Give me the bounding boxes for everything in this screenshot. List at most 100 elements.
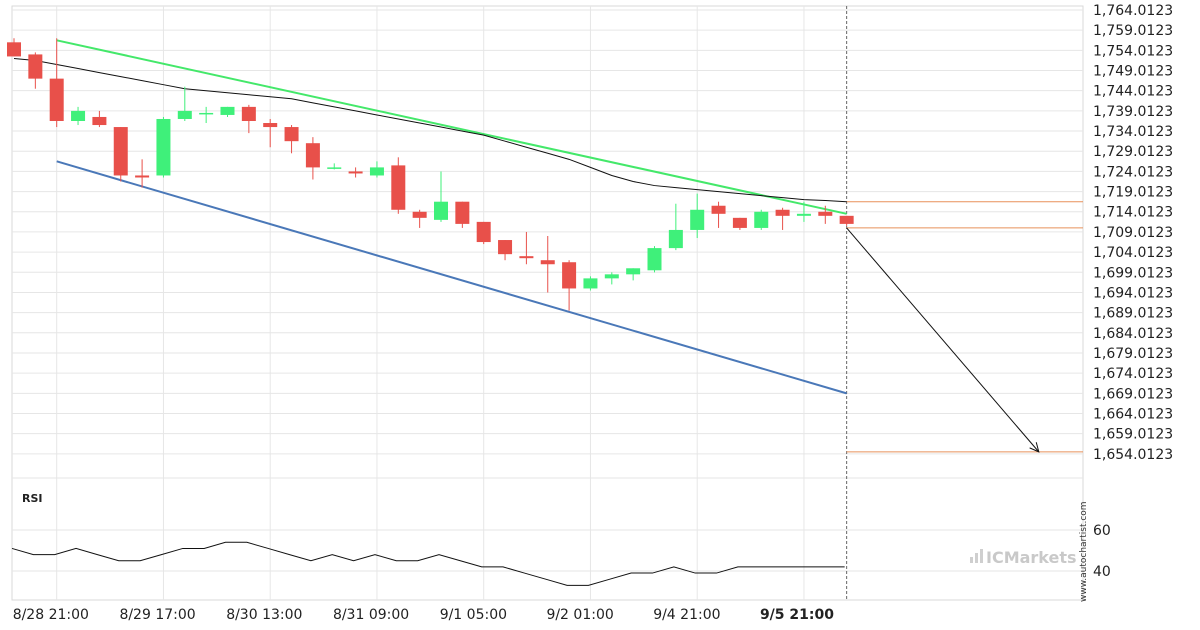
candle xyxy=(604,272,619,285)
candle-body xyxy=(690,209,705,230)
candle-body xyxy=(28,54,43,79)
candle-body xyxy=(498,240,513,255)
candle xyxy=(348,167,363,178)
candle-body xyxy=(92,116,107,126)
price-tick-label: 1,729.0123 xyxy=(1093,144,1173,160)
candle xyxy=(327,163,342,170)
rsi-tick-label: 40 xyxy=(1093,564,1111,580)
time-tick-label: 8/30 13:00 xyxy=(226,607,302,623)
candle xyxy=(220,106,235,117)
price-tick-label: 1,724.0123 xyxy=(1093,164,1173,180)
price-tick-label: 1,744.0123 xyxy=(1093,84,1173,100)
price-tick-label: 1,689.0123 xyxy=(1093,306,1173,322)
price-tick-label: 1,739.0123 xyxy=(1093,104,1173,120)
candle-body xyxy=(220,106,235,115)
price-tick-label: 1,679.0123 xyxy=(1093,346,1173,362)
candle xyxy=(113,127,128,182)
candle xyxy=(583,276,598,291)
candle xyxy=(434,171,448,222)
candle-body xyxy=(434,201,448,220)
candle-body xyxy=(796,213,811,216)
price-tick-label: 1,694.0123 xyxy=(1093,285,1173,301)
candle xyxy=(796,201,811,222)
time-tick-label: 9/1 05:00 xyxy=(440,607,507,623)
candle-body xyxy=(348,171,363,174)
price-tick-label: 1,709.0123 xyxy=(1093,225,1173,241)
candle-body xyxy=(113,127,128,176)
candle-body xyxy=(284,127,299,142)
candle-body xyxy=(135,175,150,178)
price-tick-label: 1,759.0123 xyxy=(1093,23,1173,39)
candle xyxy=(92,110,107,128)
rsi-panel: RSI xyxy=(11,492,845,586)
candle-body xyxy=(177,110,192,119)
candle xyxy=(839,215,854,226)
candle xyxy=(71,106,86,126)
candle-body xyxy=(519,256,534,259)
candle xyxy=(690,193,705,239)
candle xyxy=(7,38,21,57)
candle xyxy=(177,86,192,121)
time-tick-label: 8/28 21:00 xyxy=(13,607,89,623)
watermark: www.autochartist.com xyxy=(1079,501,1089,602)
price-tick-label: 1,714.0123 xyxy=(1093,205,1173,221)
candle xyxy=(199,106,214,124)
moving-average-line xyxy=(13,57,847,203)
price-tick-label: 1,749.0123 xyxy=(1093,64,1173,80)
candle xyxy=(412,209,427,228)
forecast-arrow-line xyxy=(846,227,1040,453)
candle-body xyxy=(711,205,726,214)
candle xyxy=(305,137,320,180)
candle-body xyxy=(327,167,342,169)
candle xyxy=(498,240,513,261)
candle-body xyxy=(540,260,555,265)
candle xyxy=(369,161,384,178)
candle-body xyxy=(71,110,86,121)
price-tick-label: 1,734.0123 xyxy=(1093,124,1173,140)
time-axis: 8/28 21:00 8/29 17:00 8/30 13:00 8/31 09:00… xyxy=(13,607,835,623)
rsi-label: RSI xyxy=(22,492,43,505)
support-line xyxy=(56,160,847,395)
time-tick-label: 9/5 21:00 xyxy=(760,607,834,623)
grid xyxy=(11,5,1084,601)
trend-lines xyxy=(56,39,847,395)
candle-body xyxy=(49,78,64,121)
candle xyxy=(775,207,790,230)
candle-body xyxy=(839,215,854,224)
price-tick-label: 1,654.0123 xyxy=(1093,447,1173,463)
candle xyxy=(49,38,64,128)
price-tick-label: 1,669.0123 xyxy=(1093,386,1173,402)
candle xyxy=(818,205,833,224)
candle xyxy=(455,201,470,228)
candle xyxy=(732,217,747,230)
candle-body xyxy=(626,268,641,275)
candle-body xyxy=(412,211,427,218)
price-tick-label: 1,674.0123 xyxy=(1093,366,1173,382)
candle xyxy=(540,236,555,293)
candle xyxy=(476,221,491,245)
candle-body xyxy=(583,278,598,289)
candle-body xyxy=(604,274,619,279)
candle xyxy=(391,157,406,214)
candle xyxy=(626,268,641,281)
candle-body xyxy=(818,211,833,216)
time-tick-label: 9/4 21:00 xyxy=(653,607,720,623)
candle xyxy=(519,231,534,265)
time-tick-label: 9/2 01:00 xyxy=(546,607,613,623)
price-tick-label: 1,719.0123 xyxy=(1093,185,1173,201)
candle xyxy=(263,118,278,148)
price-axis: 1,764.0123 1,759.0123 1,754.0123 1,749.0123… xyxy=(1093,3,1173,580)
time-tick-label: 8/29 17:00 xyxy=(119,607,195,623)
logo-text: ICMarkets xyxy=(986,548,1077,567)
price-tick-label: 1,699.0123 xyxy=(1093,265,1173,281)
candle-body xyxy=(562,262,577,289)
candle-body xyxy=(647,248,662,271)
candle xyxy=(711,201,726,228)
candle xyxy=(135,159,150,188)
candle xyxy=(754,209,769,230)
price-tick-label: 1,704.0123 xyxy=(1093,245,1173,261)
candle-body xyxy=(732,217,747,228)
price-tick-label: 1,754.0123 xyxy=(1093,43,1173,59)
candle xyxy=(156,116,171,178)
